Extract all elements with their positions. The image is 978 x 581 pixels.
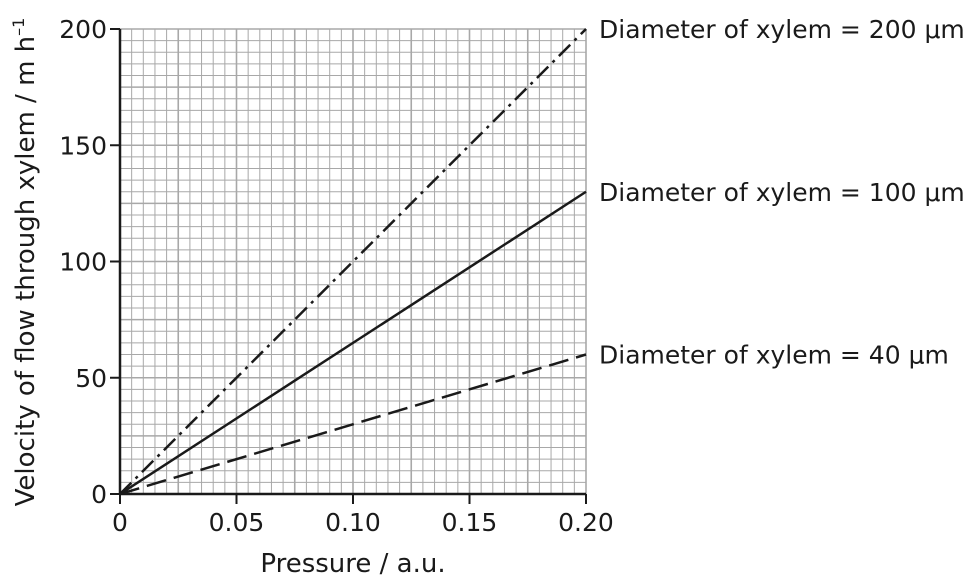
- series-line-3: [119, 353, 587, 496]
- ticks: 0 0.05 0.10 0.15 0.20 0 50 100 150 200: [59, 15, 614, 537]
- series-labels: Diameter of xylem = 200 μm Diameter of xy…: [599, 15, 965, 370]
- series-lines: [119, 28, 587, 496]
- y-axis-title-superscript: –1: [9, 18, 28, 36]
- series-label-3: Diameter of xylem = 40 μm: [599, 341, 949, 370]
- x-tick-label: 0.10: [325, 508, 381, 537]
- series-label-2: Diameter of xylem = 100 μm: [599, 178, 965, 207]
- y-tick-label: 150: [59, 131, 107, 160]
- y-tick-label: 100: [59, 248, 107, 277]
- x-axis-title: Pressure / a.u.: [260, 549, 445, 579]
- y-tick-label: 200: [59, 15, 107, 44]
- series-line-2: [119, 190, 587, 496]
- y-tick-label: 50: [75, 364, 107, 393]
- series-label-1: Diameter of xylem = 200 μm: [599, 15, 965, 44]
- x-tick-label: 0: [112, 508, 128, 537]
- y-tick-label: 0: [91, 480, 107, 509]
- x-tick-label: 0.15: [442, 508, 498, 537]
- grid: [120, 28, 587, 494]
- y-axis-title-main: Velocity of flow through xylem / m h: [11, 36, 41, 507]
- x-tick-label: 0.05: [209, 508, 265, 537]
- x-tick-label: 0.20: [558, 508, 614, 537]
- y-axis-title: Velocity of flow through xylem / m h–1: [9, 18, 41, 507]
